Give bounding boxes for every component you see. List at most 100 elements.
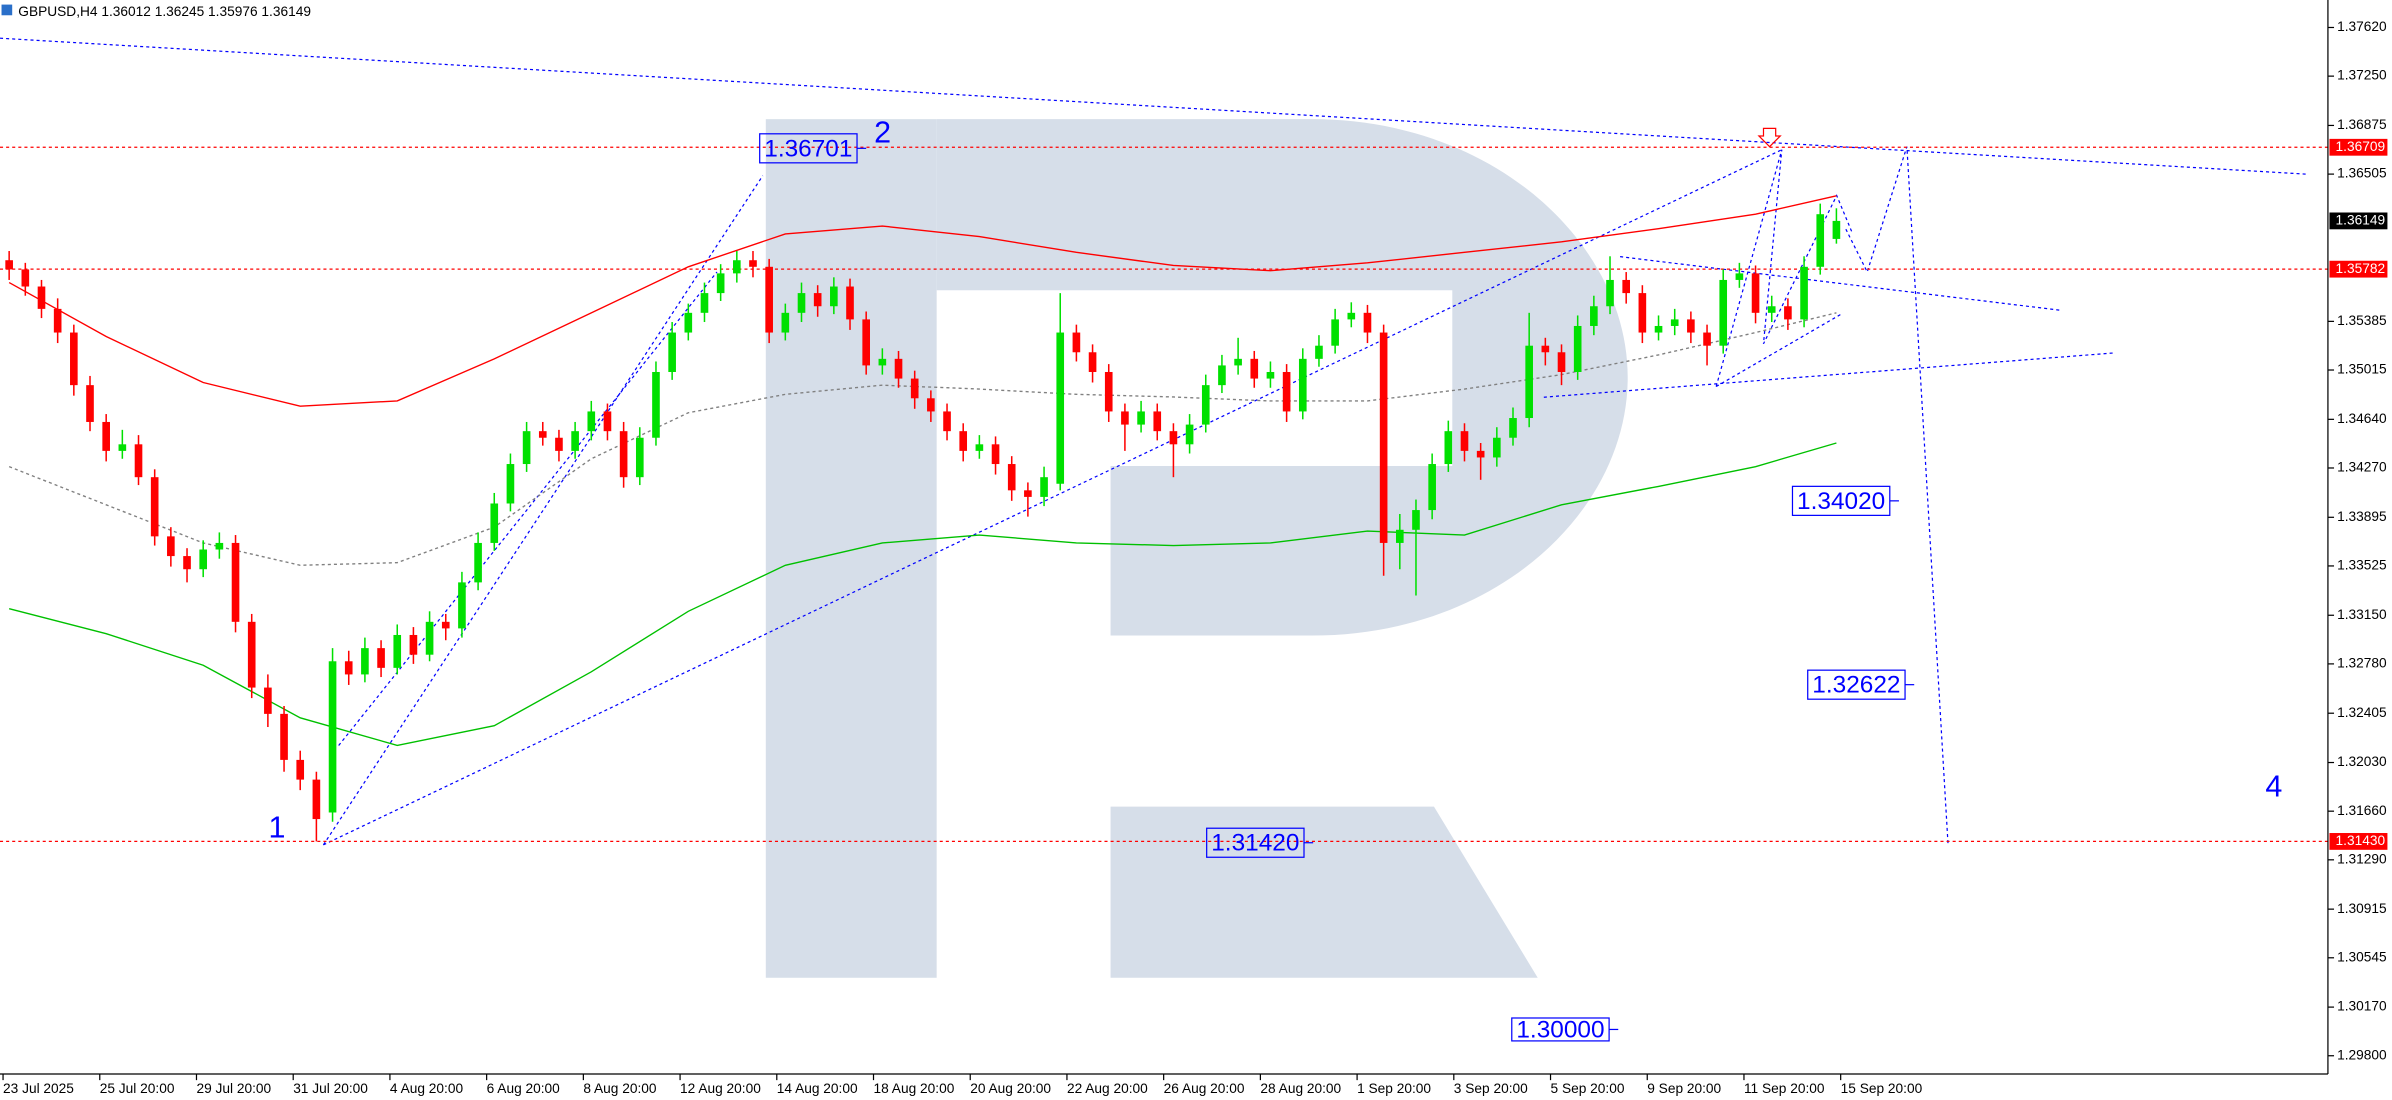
candle-body <box>1654 325 1663 333</box>
symbol-icon <box>1 4 13 16</box>
candle-body <box>1509 418 1517 438</box>
candle-body <box>1298 358 1307 412</box>
candle-body <box>1266 371 1275 379</box>
candle-body <box>522 431 531 465</box>
candle-body <box>1444 431 1453 465</box>
candle-body <box>1185 424 1194 445</box>
candle-body <box>102 421 110 451</box>
candle-body <box>474 542 482 583</box>
y-tick-label: 1.33525 <box>2337 558 2387 573</box>
x-tick-label: 11 Sep 20:00 <box>1744 1081 1825 1096</box>
candle-body <box>555 437 563 451</box>
x-tick-label: 6 Aug 20:00 <box>487 1081 561 1096</box>
current-price-label: 1.36149 <box>2336 213 2386 228</box>
candle-body <box>5 260 13 270</box>
candle-body <box>1573 325 1582 372</box>
candle-body <box>328 661 337 813</box>
candle-body <box>1234 358 1242 366</box>
candle-body <box>1363 312 1372 333</box>
candle-body <box>490 503 499 543</box>
candle-body <box>700 293 709 313</box>
candle-body <box>1460 431 1469 451</box>
candle-body <box>199 549 208 570</box>
y-tick-label: 1.31290 <box>2337 851 2387 866</box>
candle-body <box>1719 279 1728 346</box>
current-price-tag <box>2329 212 2388 230</box>
candle-body <box>1040 477 1048 497</box>
candle-body <box>1735 273 1744 280</box>
target-label: 1.34020 <box>1797 488 1885 515</box>
candle-body <box>1315 345 1323 359</box>
x-tick-label: 20 Aug 20:00 <box>970 1081 1051 1096</box>
candle-body <box>652 371 660 438</box>
y-tick-label: 1.36875 <box>2337 117 2387 132</box>
candle-body <box>1137 411 1145 425</box>
candle-body <box>1007 464 1016 491</box>
candle-body <box>619 431 628 478</box>
y-tick-label: 1.37620 <box>2337 19 2387 34</box>
candle-body <box>943 411 951 432</box>
candle-body <box>215 542 224 550</box>
candle-body <box>1525 345 1533 419</box>
candle-body <box>959 431 968 451</box>
forecast-lines <box>0 37 2307 846</box>
candle-body <box>781 312 790 333</box>
candle-body <box>1331 319 1339 346</box>
candle-body <box>927 398 935 412</box>
candle-body <box>1638 293 1647 333</box>
candle-body <box>247 621 256 688</box>
x-tick-label: 12 Aug 20:00 <box>680 1081 761 1096</box>
candle-body <box>1428 464 1436 511</box>
candle-body <box>86 385 94 422</box>
candle-body <box>765 266 773 333</box>
y-tick-label: 1.34270 <box>2337 460 2387 475</box>
candle-body <box>280 713 288 760</box>
candle-body <box>587 411 596 432</box>
candle-body <box>361 648 369 675</box>
candle-body <box>1201 385 1210 425</box>
y-tick-label: 1.32780 <box>2337 656 2387 671</box>
candle-body <box>1751 273 1760 313</box>
x-tick-label: 26 Aug 20:00 <box>1164 1081 1245 1096</box>
candle-body <box>830 286 838 307</box>
candle-body <box>21 269 30 287</box>
candle-body <box>1800 266 1808 320</box>
candle-body <box>538 431 547 438</box>
wave-label: 4 <box>2265 769 2282 803</box>
price-tag <box>2329 138 2388 156</box>
candle-body <box>1541 345 1550 353</box>
candle-body <box>296 759 305 780</box>
wave-label: 2 <box>874 115 891 149</box>
y-tick-label: 1.33895 <box>2337 509 2387 524</box>
candle-body <box>134 444 143 478</box>
x-tick-label: 1 Sep 20:00 <box>1357 1081 1431 1096</box>
candle-body <box>571 431 579 451</box>
candle-body <box>749 260 757 267</box>
candle-body <box>733 260 741 274</box>
candle-body <box>1024 490 1032 497</box>
x-tick-label: 5 Sep 20:00 <box>1551 1081 1625 1096</box>
candle-body <box>635 437 644 478</box>
candle-body <box>312 779 321 820</box>
candle-body <box>1816 214 1825 267</box>
candle-body <box>1153 411 1162 432</box>
candle-body <box>441 621 450 629</box>
target-label: 1.32622 <box>1812 672 1900 699</box>
price-tag <box>2329 260 2388 278</box>
candle-body <box>1169 431 1178 445</box>
y-tick-label: 1.32030 <box>2337 754 2387 769</box>
candle-body <box>1395 529 1404 543</box>
candle-body <box>1784 306 1792 320</box>
candle-body <box>1493 437 1501 458</box>
candle-body <box>393 634 402 668</box>
candle-body <box>1703 332 1711 346</box>
candle-body <box>603 411 612 432</box>
candle-body <box>991 444 1000 465</box>
y-tick-label: 1.37250 <box>2337 68 2387 83</box>
candle-body <box>70 332 78 386</box>
price-tag-label: 1.36709 <box>2336 139 2386 154</box>
candle-body <box>1476 450 1485 458</box>
candle-body <box>1347 312 1356 320</box>
candle-body <box>878 358 887 366</box>
candle-body <box>1218 365 1226 386</box>
